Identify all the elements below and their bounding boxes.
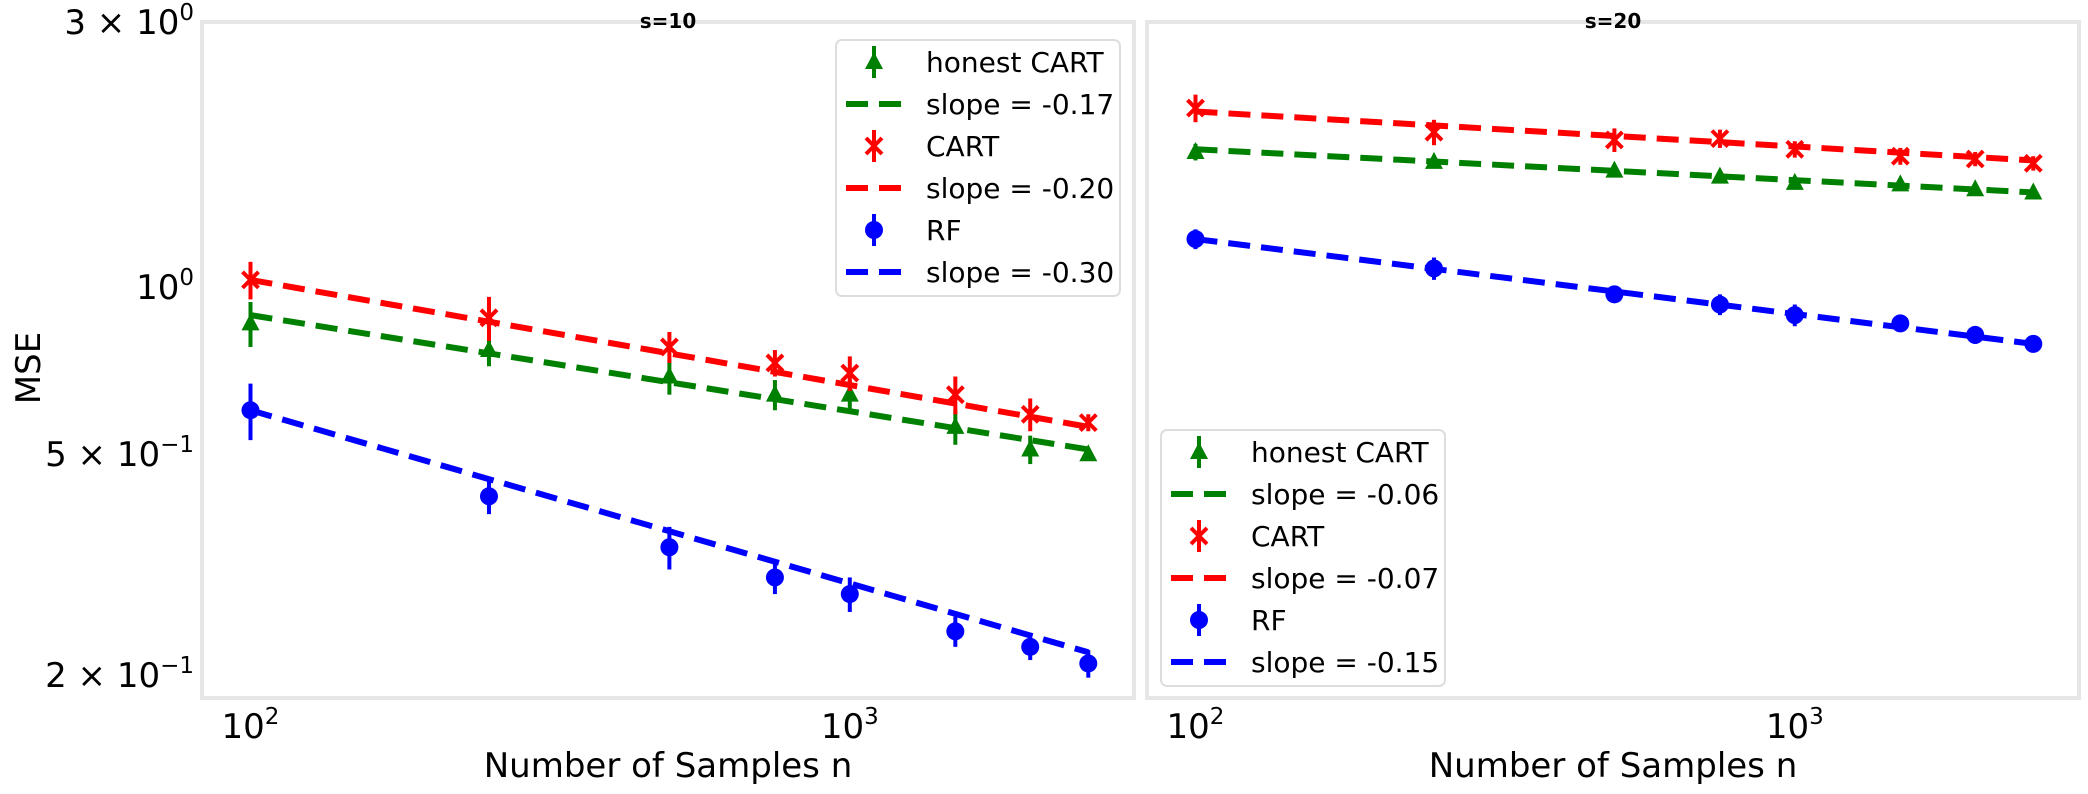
- legend-label: honest CART: [926, 46, 1104, 79]
- y-tick-exponent: 0: [179, 0, 194, 26]
- legend-marker: [865, 221, 883, 239]
- data-point-rf: [1021, 637, 1040, 656]
- legend-marker: [865, 52, 883, 69]
- y-axis-label: MSE: [9, 332, 49, 404]
- legend-marker: [1190, 442, 1208, 459]
- panel-title: s=10: [640, 9, 697, 33]
- data-point-honest-cart: [1021, 439, 1040, 457]
- data-point-rf: [840, 585, 859, 604]
- data-point-cart: [1965, 149, 1985, 169]
- y-tick-label: 5 × 10−1: [45, 432, 194, 475]
- data-point-rf: [1966, 325, 1985, 344]
- panel-title: s=20: [1585, 9, 1642, 33]
- panel-s10: s=10 102 103 3 × 100 100 5 × 10−1 2 × 10−1 Nu…: [45, 0, 1136, 786]
- data-point-rf: [1079, 654, 1098, 673]
- x-tick-label: 102: [222, 704, 280, 747]
- x-tick-exponent: 2: [265, 704, 280, 730]
- data-point-honest-cart: [840, 384, 859, 402]
- legend-label: slope = -0.07: [1251, 562, 1439, 595]
- x-tick-exponent: 3: [1809, 704, 1824, 730]
- data-point-rf: [765, 568, 784, 587]
- x-tick-label: 103: [1766, 704, 1824, 747]
- y-tick-label: 2 × 10−1: [45, 653, 194, 696]
- data-point-honest-cart: [1079, 444, 1098, 462]
- fit-line-slope-0-15: [1195, 236, 2034, 347]
- y-tick-exponent: −1: [160, 432, 194, 458]
- legend-marker: [864, 136, 884, 156]
- data-point-honest-cart: [660, 366, 679, 384]
- data-point-rf: [660, 538, 679, 557]
- data-point-rf: [479, 487, 498, 506]
- legend-label: honest CART: [1251, 436, 1429, 469]
- data-point-honest-cart: [241, 313, 260, 331]
- legend-label: slope = -0.17: [926, 88, 1114, 121]
- x-tick-label: 102: [1167, 704, 1225, 747]
- x-tick-exponent: 3: [864, 704, 879, 730]
- legend-marker: [1190, 611, 1208, 629]
- x-axis-label: Number of Samples n: [484, 746, 853, 786]
- legend-label: slope = -0.20: [926, 172, 1114, 205]
- y-tick-label: 100: [136, 265, 194, 308]
- legend-label: RF: [926, 214, 962, 247]
- legend-label: CART: [1251, 520, 1325, 553]
- legend-box: [835, 39, 1121, 297]
- fit-line-slope-0-07: [1195, 108, 2034, 164]
- legend-label: CART: [926, 130, 1000, 163]
- panel-s20: s=20 102 103 Number of Samples n honest C…: [1145, 9, 2081, 786]
- x-tick-label: 103: [821, 704, 879, 747]
- y-tick-label: 3 × 100: [64, 0, 194, 43]
- plot-frame: [1145, 20, 2081, 700]
- legend: honest CART slope = -0.06 CART slope = -0.0…: [1160, 429, 1446, 687]
- x-tick-exponent: 2: [1210, 704, 1225, 730]
- y-tick-exponent: −1: [160, 653, 194, 679]
- legend-marker: [1189, 526, 1209, 546]
- legend-box: [1160, 429, 1446, 687]
- data-point-cart: [840, 363, 860, 383]
- legend-label: slope = -0.15: [1251, 646, 1439, 679]
- fit-line-slope-0-06: [1195, 146, 2034, 196]
- y-tick-exponent: 0: [179, 265, 194, 291]
- plot-frame: [200, 20, 1136, 700]
- fit-line-slope-0-30: [249, 407, 1090, 656]
- data-point-cart: [765, 353, 785, 373]
- x-axis-label: Number of Samples n: [1429, 746, 1798, 786]
- legend-label: slope = -0.06: [1251, 478, 1439, 511]
- data-point-rf: [946, 622, 965, 641]
- legend-label: slope = -0.30: [926, 256, 1114, 289]
- fit-line-slope-0-17: [250, 312, 1089, 453]
- legend-label: RF: [1251, 604, 1287, 637]
- fit-line-slope-0-20: [249, 276, 1089, 430]
- legend: honest CART slope = -0.17 CART slope = -0.2…: [835, 39, 1121, 297]
